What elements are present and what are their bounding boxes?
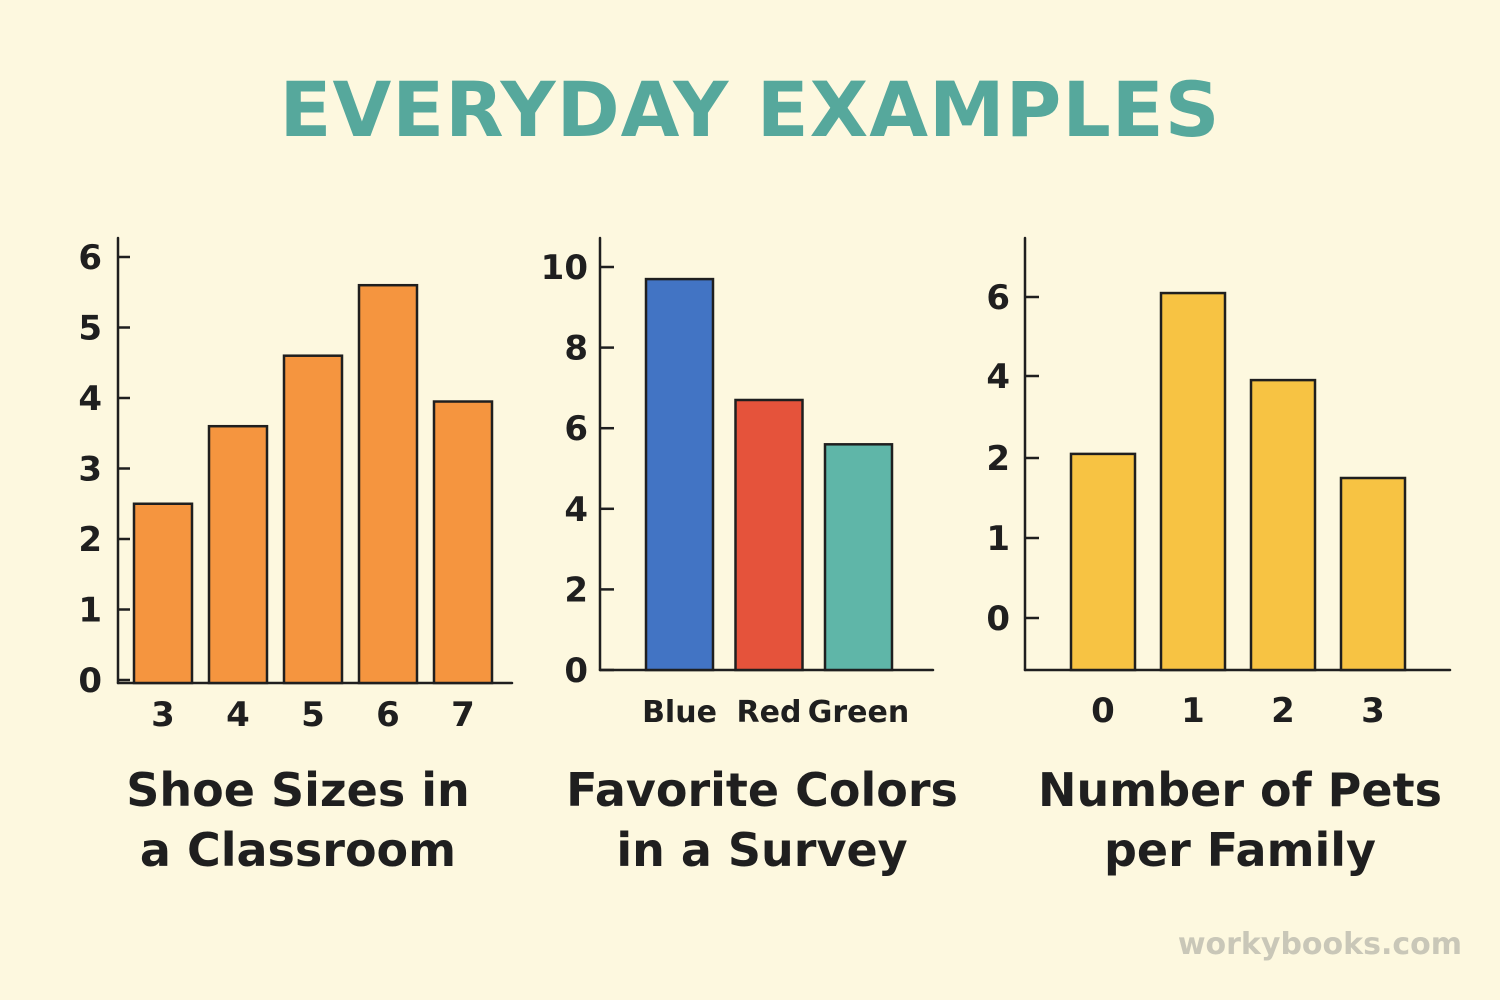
shoe-sizes-bar-5 — [282, 354, 344, 685]
shoe-sizes-y-tick-label: 1 — [78, 591, 102, 631]
pets-title-line-2: per Family — [1103, 823, 1377, 877]
shoe-sizes-bar-3 — [132, 502, 194, 685]
pets-bar-3 — [1339, 476, 1407, 672]
watermark-logo: workybooks.com — [1177, 927, 1462, 962]
favorite-colors-title-line-1: Favorite Colors — [566, 763, 958, 817]
favorite-colors-category-label: Blue — [642, 695, 717, 730]
favorite-colors-y-tick-label: 0 — [564, 651, 588, 691]
shoe-sizes-bar-7 — [432, 400, 494, 685]
shoe-sizes-y-tick-label: 4 — [78, 379, 102, 419]
shoe-sizes-title-line-1: Shoe Sizes in — [126, 763, 470, 817]
pets-y-tick-label: 1 — [986, 519, 1010, 559]
shoe-sizes-bar-6 — [357, 283, 419, 685]
shoe-sizes-y-tick-label: 6 — [78, 238, 102, 278]
shoe-sizes-y-tick-label: 3 — [78, 450, 102, 490]
favorite-colors-bar-blue — [644, 277, 715, 672]
page-title: EVERYDAY EXAMPLES — [279, 65, 1221, 154]
favorite-colors-y-tick-label: 4 — [564, 490, 588, 530]
pets-y-tick-label: 2 — [986, 439, 1010, 479]
shoe-sizes-category-label: 6 — [376, 695, 400, 735]
favorite-colors-y-tick-label: 10 — [541, 248, 588, 288]
favorite-colors-chart-title: Favorite Colors in a Survey — [552, 760, 972, 880]
favorite-colors-bar-red — [734, 398, 804, 672]
favorite-colors-category-label: Green — [808, 695, 909, 730]
pets-y-tick-label: 4 — [986, 357, 1010, 397]
favorite-colors-y-tick-label: 6 — [564, 409, 588, 449]
pets-category-label: 1 — [1181, 691, 1205, 731]
pets-y-tick-label: 6 — [986, 278, 1010, 318]
pets-bar-2 — [1249, 378, 1317, 672]
shoe-sizes-title-line-2: a Classroom — [139, 823, 457, 877]
pets-category-label: 2 — [1271, 691, 1295, 731]
shoe-sizes-category-label: 4 — [226, 695, 250, 735]
shoe-sizes-category-label: 5 — [301, 695, 325, 735]
pets-per-family-chart-title: Number of Pets per Family — [1020, 760, 1460, 880]
shoe-sizes-category-label: 3 — [151, 695, 175, 735]
pets-bar-1 — [1159, 291, 1227, 672]
shoe-sizes-y-tick-label: 0 — [78, 661, 102, 701]
shoe-sizes-chart-title: Shoe Sizes in a Classroom — [98, 760, 498, 880]
shoe-sizes-y-tick-label: 5 — [78, 309, 102, 349]
favorite-colors-title-line-2: in a Survey — [616, 823, 908, 877]
shoe-sizes-category-label: 7 — [451, 695, 475, 735]
favorite-colors-y-tick-label: 8 — [564, 329, 588, 369]
favorite-colors-category-label: Red — [737, 695, 802, 730]
pets-y-tick-label: 0 — [986, 599, 1010, 639]
favorite-colors-bar-green — [823, 443, 894, 672]
shoe-sizes-bar-4 — [207, 424, 269, 685]
pets-title-line-1: Number of Pets — [1038, 763, 1442, 817]
pets-category-label: 0 — [1091, 691, 1115, 731]
favorite-colors-y-tick-label: 2 — [564, 570, 588, 610]
pets-category-label: 3 — [1361, 691, 1385, 731]
shoe-sizes-y-tick-label: 2 — [78, 520, 102, 560]
pets-bar-0 — [1069, 452, 1137, 672]
